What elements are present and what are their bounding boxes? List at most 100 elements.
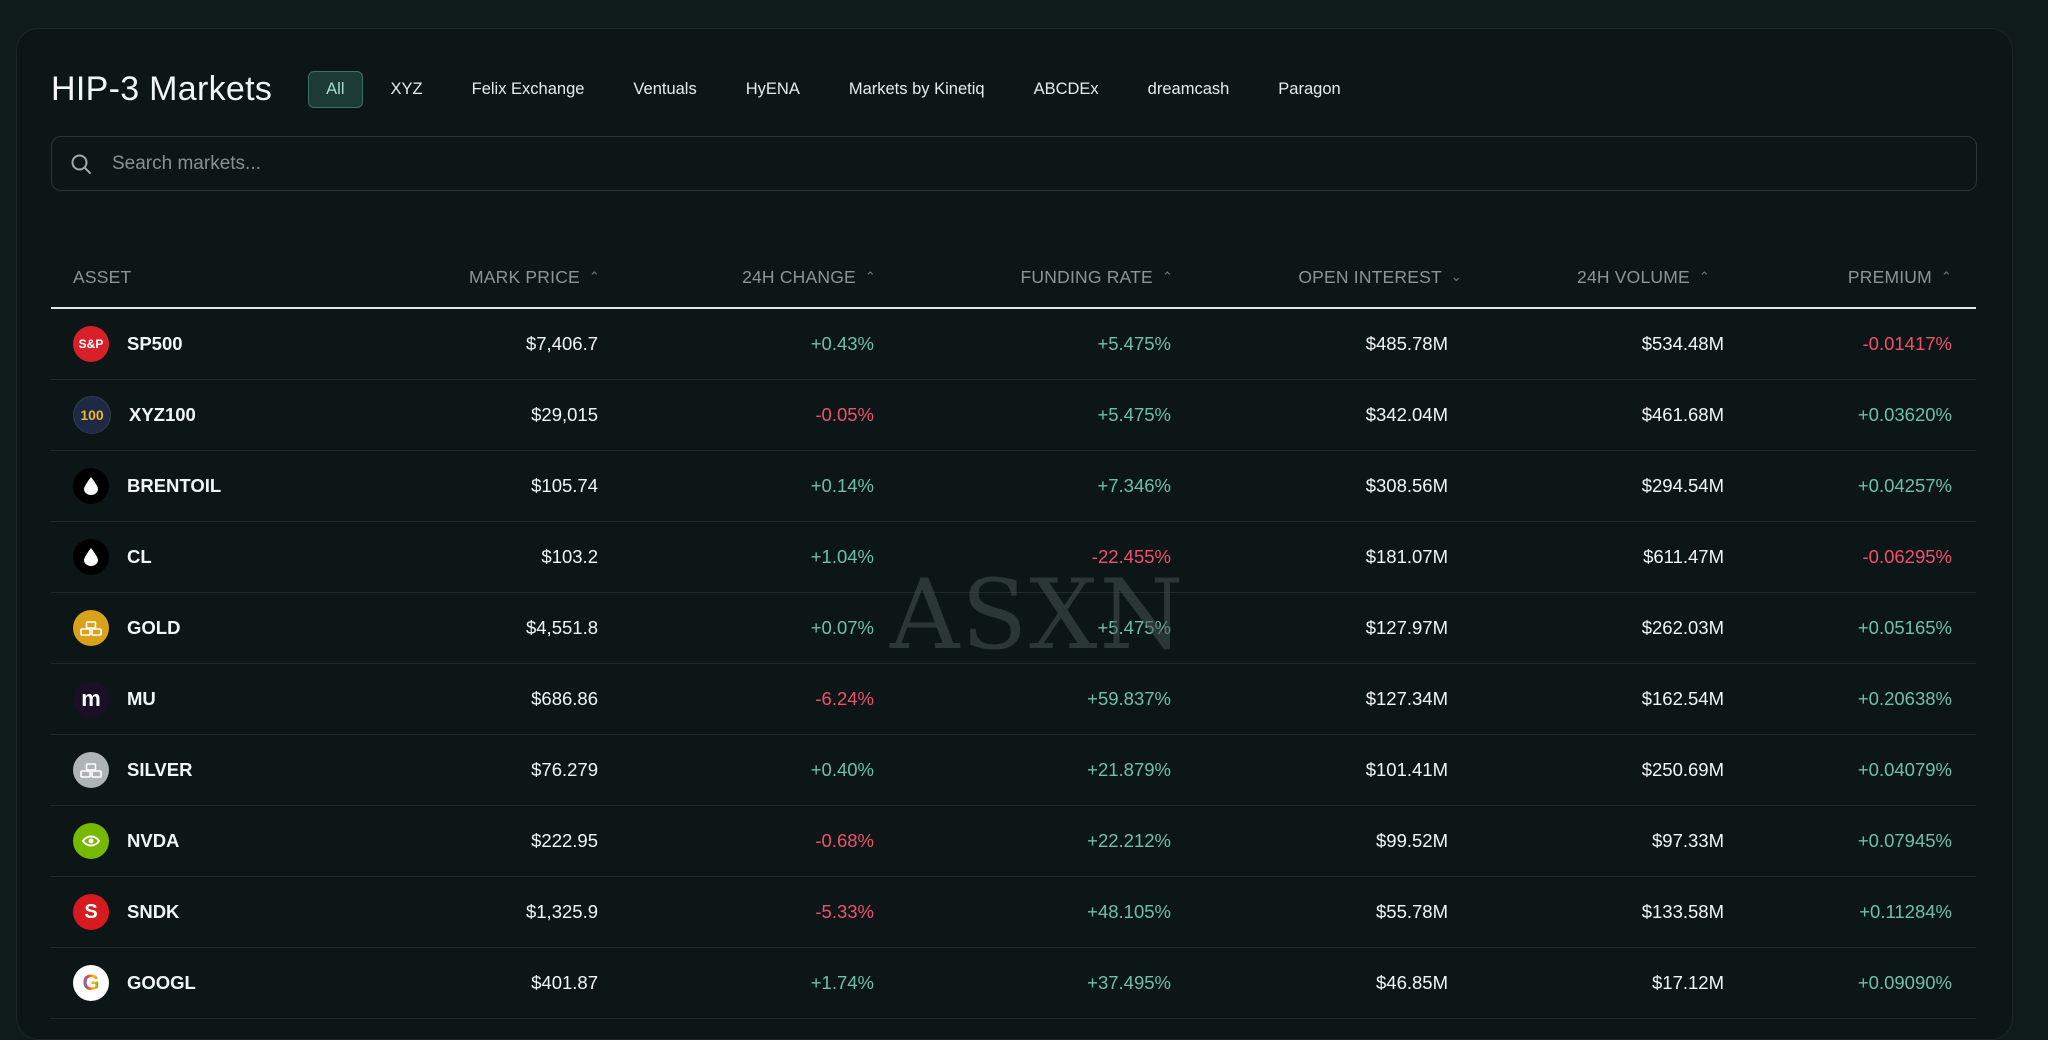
table-row[interactable]: GOLD $4,551.8 +0.07% +5.475% $127.97M $262.03… [51, 593, 1976, 664]
asset-symbol: SILVER [127, 759, 193, 780]
exchange-tabs: All XYZ Felix Exchange Ventuals HyENA Ma… [308, 70, 1369, 108]
table-row[interactable]: S&P SP500 $7,406.7 +0.43% +5.475% $485.78M $53… [51, 309, 1976, 380]
premium: +0.07945% [1857, 830, 1952, 851]
table-row[interactable]: SILVER $76.279 +0.40% +21.879% $101.41M $250.… [51, 735, 1976, 806]
watermark: ASXN [890, 559, 1186, 671]
sort-up-icon: ⌃ [1698, 269, 1710, 284]
tab-hyena[interactable]: HyENA [745, 79, 800, 98]
24h-volume: $133.58M [1641, 901, 1724, 922]
table-row[interactable]: m MU $686.86 -6.24% +59.837% $127.34M $162.54M… [51, 664, 1976, 735]
open-interest: $99.52M [1376, 830, 1448, 851]
mark-price: $105.74 [531, 475, 598, 496]
asset-symbol: NVDA [127, 830, 180, 851]
asset-cell[interactable]: S&P SP500 [73, 309, 183, 379]
tab-dreamcash[interactable]: dreamcash [1147, 79, 1230, 98]
tab-abcdex[interactable]: ABCDEx [1033, 79, 1099, 98]
funding-rate: +37.495% [1087, 972, 1171, 993]
col-24h-volume-label: 24H VOLUME [1577, 266, 1690, 287]
premium: -0.01417% [1862, 333, 1952, 354]
asset-symbol: CL [127, 546, 152, 567]
search-input[interactable] [110, 151, 1914, 176]
asset-cell[interactable]: m MU [73, 664, 156, 734]
24h-volume: $461.68M [1641, 404, 1724, 425]
tab-felix-exchange[interactable]: Felix Exchange [471, 79, 585, 98]
open-interest: $308.56M [1365, 475, 1448, 496]
col-open-interest[interactable]: OPEN INTEREST ⌄ [1298, 247, 1462, 307]
table-row[interactable]: CL $103.2 +1.04% -22.455% $181.07M $611.47M -0… [51, 522, 1976, 593]
icon-glyph: 100 [80, 407, 104, 423]
asset-cell[interactable]: NVDA [73, 806, 179, 876]
24h-volume: $250.69M [1641, 759, 1724, 780]
asset-cell[interactable]: G GOOGL [73, 948, 196, 1018]
24h-volume: $294.54M [1641, 475, 1724, 496]
24h-change: -5.33% [815, 901, 874, 922]
mark-price: $29,015 [531, 404, 598, 425]
asset-cell[interactable]: SILVER [73, 735, 192, 805]
funding-rate: +5.475% [1097, 404, 1171, 425]
asset-symbol: SNDK [127, 901, 180, 922]
col-24h-change[interactable]: 24H CHANGE ⌃ [742, 247, 876, 307]
search-icon [71, 154, 91, 174]
asset-cell[interactable]: CL [73, 522, 152, 592]
sort-up-icon: ⌃ [864, 269, 876, 284]
premium: +0.05165% [1857, 617, 1952, 638]
header: HIP-3 Markets All XYZ Felix Exchange Ven… [51, 69, 1369, 109]
table-row[interactable]: NVDA $222.95 -0.68% +22.212% $99.52M $97.33M +… [51, 806, 1976, 877]
oil-drop-icon [73, 468, 109, 504]
premium: +0.04079% [1857, 759, 1952, 780]
open-interest: $485.78M [1365, 333, 1448, 354]
table-row[interactable]: G GOOGL $401.87 +1.74% +37.495% $46.85M $17.12… [51, 948, 1976, 1019]
open-interest: $55.78M [1376, 901, 1448, 922]
asset-symbol: GOOGL [127, 972, 196, 993]
table-row[interactable]: BRENTOIL $105.74 +0.14% +7.346% $308.56M $294… [51, 451, 1976, 522]
open-interest: $101.41M [1365, 759, 1448, 780]
funding-rate: +7.346% [1097, 475, 1171, 496]
markets-table: ASSET MARK PRICE ⌃ 24H CHANGE ⌃ FUNDING RA… [51, 247, 1976, 1019]
col-24h-volume[interactable]: 24H VOLUME ⌃ [1577, 247, 1710, 307]
col-funding-rate[interactable]: FUNDING RATE ⌃ [1021, 247, 1173, 307]
24h-volume: $162.54M [1641, 688, 1724, 709]
col-asset[interactable]: ASSET [73, 247, 131, 307]
tab-ventuals[interactable]: Ventuals [633, 79, 697, 98]
24h-volume: $17.12M [1652, 972, 1724, 993]
24h-change: +0.40% [810, 759, 874, 780]
24h-volume: $262.03M [1641, 617, 1724, 638]
col-mark-price[interactable]: MARK PRICE ⌃ [469, 247, 600, 307]
premium: +0.20638% [1857, 688, 1952, 709]
asset-cell[interactable]: 100 XYZ100 [73, 380, 196, 450]
search-bar[interactable] [51, 136, 1977, 191]
oil-drop-icon [73, 539, 109, 575]
funding-rate: +48.105% [1087, 901, 1171, 922]
col-asset-label: ASSET [73, 266, 132, 287]
mark-price: $401.87 [531, 972, 598, 993]
tab-xyz[interactable]: XYZ [390, 79, 423, 98]
sandisk-icon: S [73, 894, 109, 930]
tab-all[interactable]: All [308, 70, 363, 108]
open-interest: $127.97M [1365, 617, 1448, 638]
asset-cell[interactable]: BRENTOIL [73, 451, 221, 521]
col-premium[interactable]: PREMIUM ⌃ [1848, 247, 1952, 307]
tab-paragon[interactable]: Paragon [1278, 79, 1341, 98]
mark-price: $7,406.7 [525, 333, 598, 354]
mark-price: $76.279 [531, 759, 598, 780]
table-row[interactable]: S SNDK $1,325.9 -5.33% +48.105% $55.78M $133.5… [51, 877, 1976, 948]
asset-symbol: XYZ100 [129, 404, 196, 425]
gold-bars-icon [73, 610, 109, 646]
open-interest: $342.04M [1365, 404, 1448, 425]
24h-change: +0.14% [810, 475, 874, 496]
tab-markets-by-kinetiq[interactable]: Markets by Kinetiq [848, 79, 985, 98]
asset-cell[interactable]: S SNDK [73, 877, 179, 947]
table-body: S&P SP500 $7,406.7 +0.43% +5.475% $485.78M $53… [51, 309, 1976, 1019]
google-icon: G [73, 965, 109, 1001]
icon-glyph: S [84, 900, 98, 923]
premium: +0.04257% [1857, 475, 1952, 496]
icon-glyph: S&P [78, 337, 104, 351]
24h-change: -0.68% [815, 830, 874, 851]
funding-rate: -22.455% [1091, 546, 1171, 567]
24h-change: +0.43% [810, 333, 874, 354]
table-row[interactable]: 100 XYZ100 $29,015 -0.05% +5.475% $342.04M $46… [51, 380, 1976, 451]
micron-icon: m [73, 681, 109, 717]
open-interest: $46.85M [1376, 972, 1448, 993]
asset-cell[interactable]: GOLD [73, 593, 180, 663]
col-open-interest-label: OPEN INTEREST [1298, 266, 1442, 287]
